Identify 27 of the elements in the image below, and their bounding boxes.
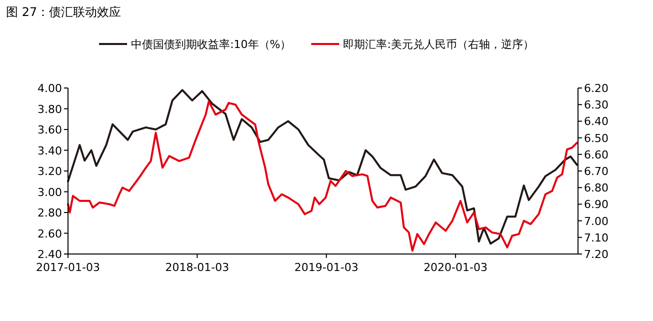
y2-tick-label: 6.80 bbox=[584, 182, 608, 195]
legend-label: 中债国债到期收益率:10年（%） bbox=[131, 38, 292, 51]
y2-tick-label: 7.20 bbox=[584, 248, 608, 261]
y-tick-label: 4.00 bbox=[38, 82, 62, 95]
y2-tick-label: 7.10 bbox=[584, 231, 608, 244]
x-tick-label: 2020-01-03 bbox=[424, 261, 488, 274]
y2-tick-label: 6.70 bbox=[584, 165, 608, 178]
y2-tick-label: 7.00 bbox=[584, 214, 608, 228]
legend-label: 即期汇率:美元兑人民币（右轴，逆序） bbox=[343, 38, 534, 51]
y-tick-label: 3.80 bbox=[38, 102, 62, 116]
y2-tick-label: 6.40 bbox=[584, 115, 608, 128]
x-tick-label: 2018-01-03 bbox=[165, 261, 230, 274]
y-tick-label: 2.80 bbox=[38, 206, 62, 220]
y-tick-label: 3.60 bbox=[38, 124, 62, 136]
y-tick-label: 2.60 bbox=[38, 227, 62, 240]
y-tick-label: 2.40 bbox=[38, 248, 62, 261]
x-tick-label: 2017-01-03 bbox=[36, 261, 100, 274]
chart-title: 图 27：债汇联动效应 bbox=[6, 5, 122, 19]
y2-tick-label: 6.50 bbox=[584, 132, 608, 145]
y2-tick-label: 6.90 bbox=[584, 198, 608, 212]
y2-tick-label: 6.60 bbox=[584, 148, 608, 162]
y2-tick-label: 6.20 bbox=[584, 82, 608, 95]
y2-tick-label: 6.30 bbox=[584, 98, 608, 112]
y-tick-label: 3.20 bbox=[38, 165, 62, 178]
y-tick-label: 3.40 bbox=[38, 144, 62, 158]
x-tick-label: 2019-01-03 bbox=[294, 261, 358, 274]
y-tick-label: 3.00 bbox=[38, 186, 62, 199]
